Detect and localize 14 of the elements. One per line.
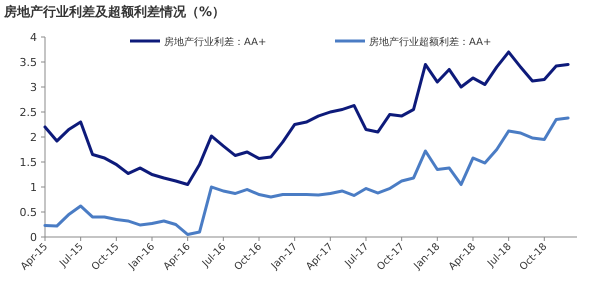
line-series (44, 50, 570, 186)
y-tick-label: 1.5 (20, 156, 37, 169)
legend-label: 房地产行业超额利差：AA+ (369, 36, 492, 48)
legend-label: 房地产行业利差：AA+ (164, 36, 266, 48)
chart-title: 房地产行业利差及超额利差情况（%） (3, 4, 226, 20)
y-tick-label: 3 (30, 81, 37, 94)
y-tick-label: 3.5 (20, 56, 37, 69)
y-tick-label: 0 (30, 231, 37, 244)
y-tick-label: 0.5 (20, 206, 37, 219)
y-tick-label: 2 (30, 131, 37, 144)
y-tick-label: 2.5 (20, 106, 37, 119)
line-series (44, 116, 570, 236)
y-tick-label: 1 (30, 181, 37, 194)
y-tick-label: 4 (30, 31, 37, 44)
